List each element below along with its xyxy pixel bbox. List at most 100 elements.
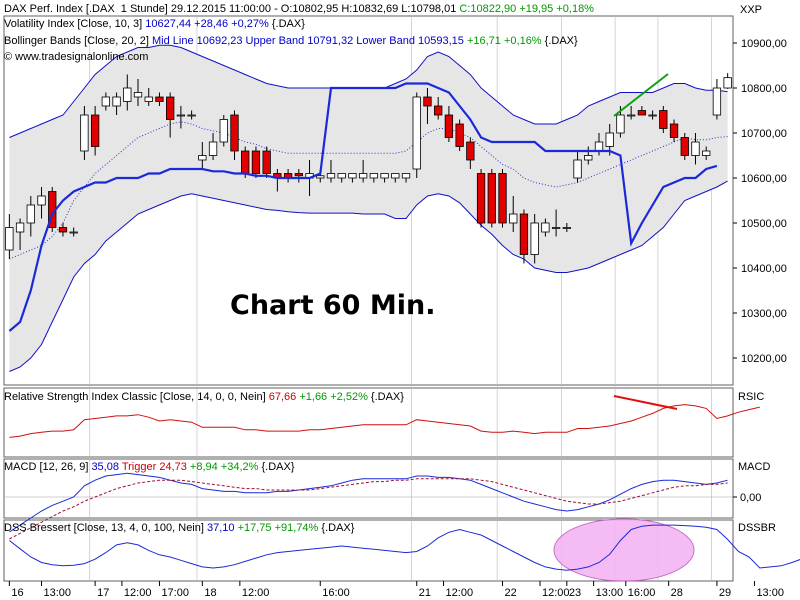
- candle-body: [498, 173, 507, 224]
- candle-body: [444, 114, 454, 138]
- candle-body: [594, 141, 604, 152]
- x-tick-label: 16: [11, 587, 23, 599]
- candle-body: [723, 77, 732, 89]
- candle-body: [5, 227, 14, 251]
- close-value: C:10822,90 +19,95 +0,18%: [459, 3, 594, 15]
- trend-annotation-red: [613, 395, 678, 410]
- bb-change: +16,71 +0,16%: [466, 35, 542, 47]
- x-tick-label: 22: [505, 587, 517, 599]
- candle-body: [380, 173, 389, 179]
- symbol-tag: XXP: [740, 4, 763, 16]
- candle-body: [176, 114, 186, 117]
- bollinger-bands: [9, 44, 728, 372]
- vix-suffix: {.DAX}: [271, 18, 305, 30]
- candle-body: [37, 195, 46, 206]
- chart-overlay-text: Chart 60 Min.: [230, 290, 436, 321]
- panel-border-2: [3, 458, 734, 519]
- candle-body: [637, 110, 647, 116]
- y-tick-label: 10600,00: [741, 173, 787, 185]
- x-tick-label: 21: [419, 587, 431, 599]
- dss-tag: DSSBR: [738, 522, 776, 534]
- candle-body: [80, 114, 89, 152]
- candle-body: [702, 150, 711, 156]
- candle-body: [294, 173, 303, 177]
- candle-body: [15, 222, 25, 233]
- macd-header: MACD [12, 26, 9] 35,08 Trigger 24,73 +8,…: [4, 461, 295, 474]
- candle-body: [476, 173, 486, 224]
- candle-body: [584, 155, 593, 161]
- candle-body: [573, 159, 582, 179]
- candle-body: [326, 173, 336, 179]
- copyright: © www.tradesignalonline.com: [4, 51, 149, 63]
- dss-label: DSS Bressert [Close, 13, 4, 0, 100, Nein…: [4, 522, 204, 534]
- x-tick-label: 23: [569, 587, 581, 599]
- dss-line: [9, 524, 800, 571]
- macd-trigger-line: [9, 478, 728, 540]
- candle-body: [241, 150, 250, 174]
- candle-body: [166, 96, 175, 120]
- candle-body: [219, 119, 228, 143]
- vix-header: Volatility Index [Close, 10, 3] 10627,44…: [4, 18, 305, 31]
- bb-mid-line: [9, 121, 728, 260]
- candle-body: [616, 114, 625, 134]
- dss-change: +17,75 +91,74%: [237, 522, 319, 534]
- candle-body: [348, 173, 357, 179]
- x-tick-label: 12:00: [124, 587, 152, 599]
- candle-body: [90, 114, 100, 147]
- rsi-suffix: {.DAX}: [370, 391, 404, 403]
- macd-label: MACD [12, 26, 9]: [4, 461, 89, 473]
- candle-body: [412, 96, 421, 170]
- rsi-change: +1,66 +2,52%: [299, 391, 368, 403]
- candle-body: [519, 213, 529, 255]
- candle-body: [659, 110, 668, 129]
- rsi-value: 67,66: [268, 391, 297, 403]
- bb-values: Mid Line 10692,23 Upper Band 10791,32 Lo…: [151, 35, 464, 47]
- candle-body: [562, 227, 571, 229]
- bb-label: Bollinger Bands [Close, 20, 2]: [4, 35, 149, 47]
- bb-suffix: {.DAX}: [544, 35, 578, 47]
- x-tick-label: 29: [719, 587, 731, 599]
- macd-suffix: {.DAX}: [261, 461, 295, 473]
- candle-body: [391, 173, 400, 179]
- x-tick-label: 13:00: [756, 587, 784, 599]
- rsi-tag: RSIC: [738, 391, 765, 403]
- candle-body: [487, 173, 496, 224]
- candle-body: [401, 173, 411, 179]
- macd-panel: [4, 472, 733, 540]
- x-tick-label: 16:00: [628, 587, 656, 599]
- dss-header: DSS Bressert [Close, 13, 4, 0, 100, Nein…: [4, 522, 354, 535]
- candle-body: [198, 155, 207, 161]
- panel-border-3: [3, 519, 734, 582]
- candle-body: [316, 175, 325, 179]
- candle-body: [101, 96, 110, 107]
- rsi-header: Relative Strength Index Classic [Close, …: [4, 391, 404, 404]
- y-tick-label: 10300,00: [741, 308, 787, 320]
- candle-body: [455, 123, 464, 147]
- candle-body: [26, 204, 35, 224]
- panel-frames: [3, 15, 734, 582]
- dss-highlight-ellipse: [553, 518, 695, 582]
- candle-body: [627, 114, 636, 117]
- macd-line: [9, 472, 728, 533]
- x-tick-label: 16:00: [322, 587, 350, 599]
- candle-body: [337, 173, 346, 179]
- candle-body: [230, 114, 239, 152]
- chart-title: DAX Perf. Index [.DAX 1 Stunde] 29.12.20…: [4, 3, 457, 15]
- y-tick-label: 10500,00: [741, 218, 787, 230]
- x-tick-label: 17: [97, 587, 109, 599]
- x-tick-label: 17:00: [161, 587, 189, 599]
- macd-zero-label: 0,00: [740, 492, 762, 504]
- dss-value: 37,10: [207, 522, 235, 534]
- candle-body: [144, 96, 153, 102]
- macd-value: 35,08: [91, 461, 119, 473]
- candles: [5, 73, 732, 264]
- candle-body: [551, 227, 561, 229]
- bb-header: Bollinger Bands [Close, 20, 2] Mid Line …: [4, 35, 578, 48]
- x-tick-label: 12:00: [446, 587, 474, 599]
- candle-body: [466, 141, 475, 161]
- vix-value: 10627,44 +28,46 +0,27%: [145, 18, 269, 30]
- axis-labels: 10200,00 10300,00 10400,00 10500,00 10600,00…: [8, 38, 787, 599]
- candle-body: [423, 96, 432, 107]
- x-tick-label: 18: [204, 587, 216, 599]
